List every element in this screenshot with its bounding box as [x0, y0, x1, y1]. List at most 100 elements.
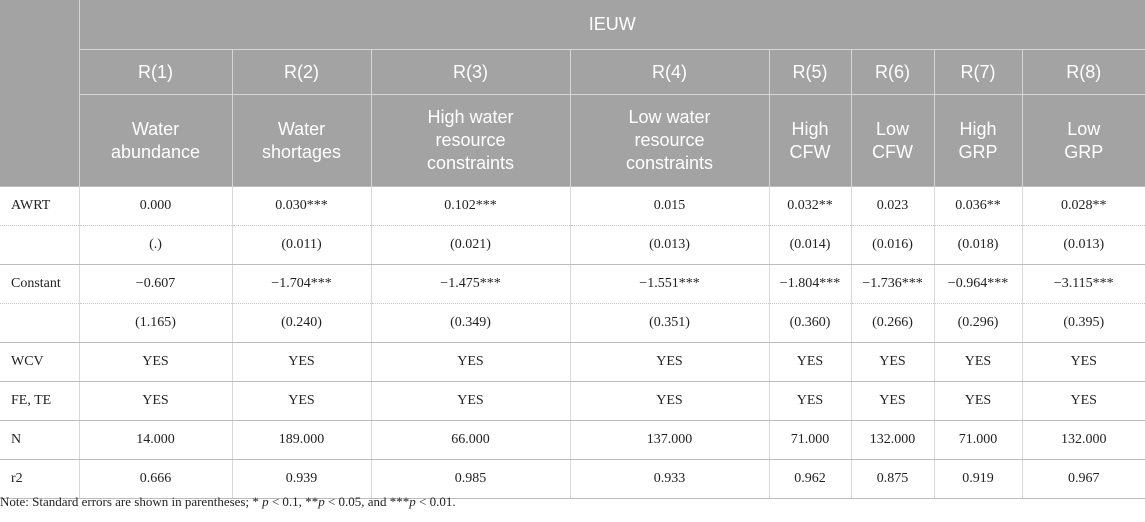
- table-cell: 0.028**: [1021, 186, 1145, 226]
- table-body: AWRT 0.000 0.030*** 0.102*** 0.015 0.032** 0.0…: [0, 186, 1145, 499]
- table-cell: 0.985: [370, 459, 570, 499]
- group-header-ieuw: IEUW: [78, 0, 1145, 50]
- subgroup-header-line: resource: [435, 130, 506, 150]
- table-cell: YES: [231, 342, 371, 382]
- row-label: [0, 225, 79, 265]
- table-cell: 132.000: [1021, 420, 1145, 460]
- subgroup-header-line: CFW: [872, 141, 913, 162]
- table-row: N 14.000 189.000 66.000 137.000 71.000 132.000…: [0, 420, 1145, 460]
- subgroup-header-4: Low water resource constraints: [569, 94, 769, 187]
- table-cell: −1.736***: [850, 264, 934, 304]
- table-cell: (0.021): [370, 225, 570, 265]
- table-cell: (0.011): [231, 225, 371, 265]
- table-row: WCV YES YES YES YES YES YES YES YES: [0, 342, 1145, 382]
- row-label: WCV: [0, 342, 79, 382]
- table-row: r2 0.666 0.939 0.985 0.933 0.962 0.875 0.919 0.9…: [0, 459, 1145, 499]
- table-cell: 0.919: [933, 459, 1022, 499]
- note-sig1-text: < 0.1,: [271, 494, 302, 509]
- row-label: FE, TE: [0, 381, 79, 421]
- table-cell: (0.266): [850, 303, 934, 343]
- model-header-3: R(3): [370, 49, 570, 95]
- model-header-6: R(6): [850, 49, 934, 95]
- header-row-models: R(1) R(2) R(3) R(4) R(5) R(6) R(7) R(8): [0, 49, 1145, 95]
- header-row-subgroups: Water abundance Water shortages High water re…: [0, 94, 1145, 187]
- table-cell: 0.032**: [768, 186, 851, 226]
- subgroup-header-line: GRP: [1064, 141, 1104, 162]
- subgroup-header-line: High water: [427, 107, 514, 127]
- subgroup-header-line: Water: [131, 118, 180, 139]
- subgroup-header-line: shortages: [261, 141, 342, 162]
- table-cell: 132.000: [850, 420, 934, 460]
- table-cell: (0.013): [1021, 225, 1145, 265]
- note-sig1-var: p: [262, 494, 269, 509]
- table-cell: (0.351): [569, 303, 769, 343]
- regression-table: IEUW R(1) R(2) R(3) R(4) R(5) R(6) R(7) R(8) Wa…: [0, 0, 1145, 499]
- table-cell: 71.000: [933, 420, 1022, 460]
- table-cell: 137.000: [569, 420, 769, 460]
- table-cell: 0.875: [850, 459, 934, 499]
- note-sig3-var: p: [409, 494, 416, 509]
- table-cell: 0.036**: [933, 186, 1022, 226]
- subgroup-header-line: abundance: [110, 141, 201, 162]
- subgroup-header-6: Low CFW: [850, 94, 934, 187]
- row-label: N: [0, 420, 79, 460]
- table-cell: 0.939: [231, 459, 371, 499]
- table-cell: −3.115***: [1021, 264, 1145, 304]
- table-cell: 0.933: [569, 459, 769, 499]
- table-header: IEUW R(1) R(2) R(3) R(4) R(5) R(6) R(7) R(8) Wa…: [0, 0, 1145, 187]
- note-sig1-stars: *: [252, 494, 259, 509]
- row-label: AWRT: [0, 186, 79, 226]
- subgroup-header-line: CFW: [789, 141, 831, 162]
- table-cell: YES: [850, 342, 934, 382]
- table-cell: 0.102***: [370, 186, 570, 226]
- table-cell: YES: [370, 381, 570, 421]
- table-cell: YES: [370, 342, 570, 382]
- subgroup-header-5: High CFW: [768, 94, 851, 187]
- table-cell: −1.704***: [231, 264, 371, 304]
- table-cell: YES: [768, 381, 851, 421]
- table-cell: 0.015: [569, 186, 769, 226]
- table-cell: (1.165): [78, 303, 232, 343]
- table-cell: (0.013): [569, 225, 769, 265]
- table-row: FE, TE YES YES YES YES YES YES YES YES: [0, 381, 1145, 421]
- subgroup-header-3: High water resource constraints: [370, 94, 570, 187]
- table-cell: (.): [78, 225, 232, 265]
- model-header-8: R(8): [1021, 49, 1145, 95]
- table-cell: (0.296): [933, 303, 1022, 343]
- subgroup-header-line: High: [959, 118, 997, 139]
- table-cell: YES: [933, 342, 1022, 382]
- table-cell: (0.360): [768, 303, 851, 343]
- table-cell: YES: [78, 381, 232, 421]
- table-row: (.) (0.011) (0.021) (0.013) (0.014) (0.016) (0…: [0, 225, 1145, 265]
- subgroup-header-1: Water abundance: [78, 94, 232, 187]
- table-cell: −1.475***: [370, 264, 570, 304]
- subgroup-header-line: constraints: [426, 153, 515, 173]
- subgroup-header-line: Water: [277, 118, 326, 139]
- table-cell: −0.964***: [933, 264, 1022, 304]
- row-label: r2: [0, 459, 79, 499]
- table-row: AWRT 0.000 0.030*** 0.102*** 0.015 0.032** 0.0…: [0, 186, 1145, 226]
- subgroup-header-2: Water shortages: [231, 94, 371, 187]
- note-sig2-stars: **: [305, 494, 319, 509]
- note-sig3-stars: ***: [389, 494, 410, 509]
- subgroup-header-line: GRP: [958, 141, 998, 162]
- table-cell: (0.016): [850, 225, 934, 265]
- subgroup-header-line: resource: [634, 130, 705, 150]
- table-cell: 0.030***: [231, 186, 371, 226]
- table-cell: YES: [933, 381, 1022, 421]
- table-row: Constant −0.607 −1.704*** −1.475*** −1.551**…: [0, 264, 1145, 304]
- model-header-1: R(1): [78, 49, 232, 95]
- table-cell: 0.967: [1021, 459, 1145, 499]
- subgroup-header-8: Low GRP: [1021, 94, 1145, 187]
- table-cell: 14.000: [78, 420, 232, 460]
- model-header-5: R(5): [768, 49, 851, 95]
- subgroup-header-line: constraints: [625, 153, 714, 173]
- subgroup-header-line: High: [791, 118, 829, 139]
- table-cell: 0.000: [78, 186, 232, 226]
- table-cell: (0.395): [1021, 303, 1145, 343]
- model-header-7: R(7): [933, 49, 1022, 95]
- table-cell: −1.804***: [768, 264, 851, 304]
- table-cell: (0.014): [768, 225, 851, 265]
- table-cell: −1.551***: [569, 264, 769, 304]
- table-cell: YES: [569, 342, 769, 382]
